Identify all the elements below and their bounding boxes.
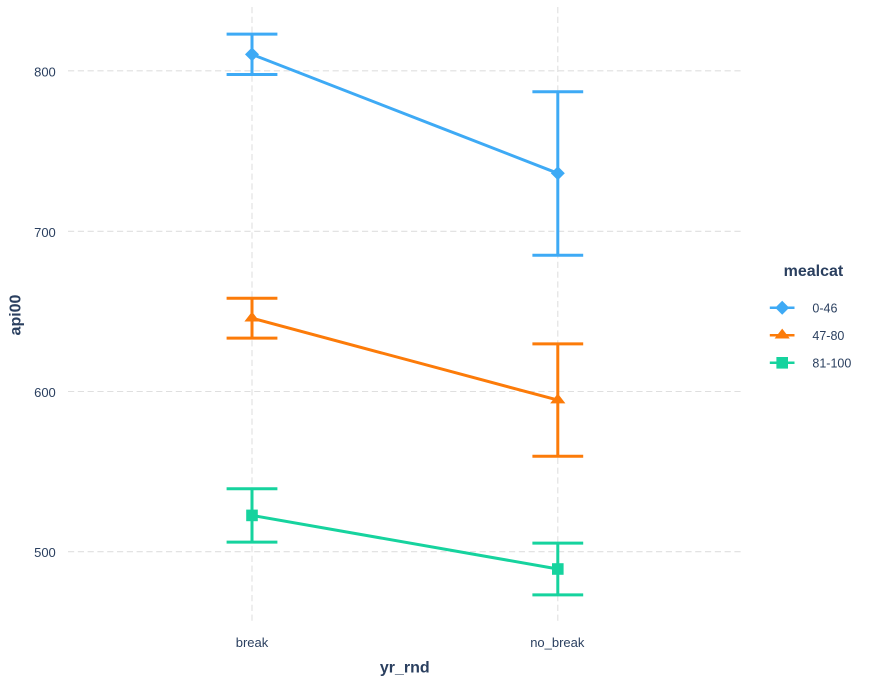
- svg-text:yr_rnd: yr_rnd: [380, 660, 430, 677]
- svg-text:mealcat: mealcat: [784, 263, 844, 280]
- svg-text:47-80: 47-80: [812, 329, 844, 343]
- svg-text:600: 600: [34, 385, 56, 400]
- svg-text:800: 800: [34, 64, 56, 79]
- svg-text:0-46: 0-46: [812, 301, 837, 315]
- svg-text:700: 700: [34, 225, 56, 240]
- svg-text:break: break: [236, 635, 269, 650]
- svg-text:81-100: 81-100: [812, 357, 851, 371]
- svg-text:no_break: no_break: [530, 635, 585, 650]
- svg-text:api00: api00: [7, 294, 24, 335]
- svg-text:500: 500: [34, 545, 56, 560]
